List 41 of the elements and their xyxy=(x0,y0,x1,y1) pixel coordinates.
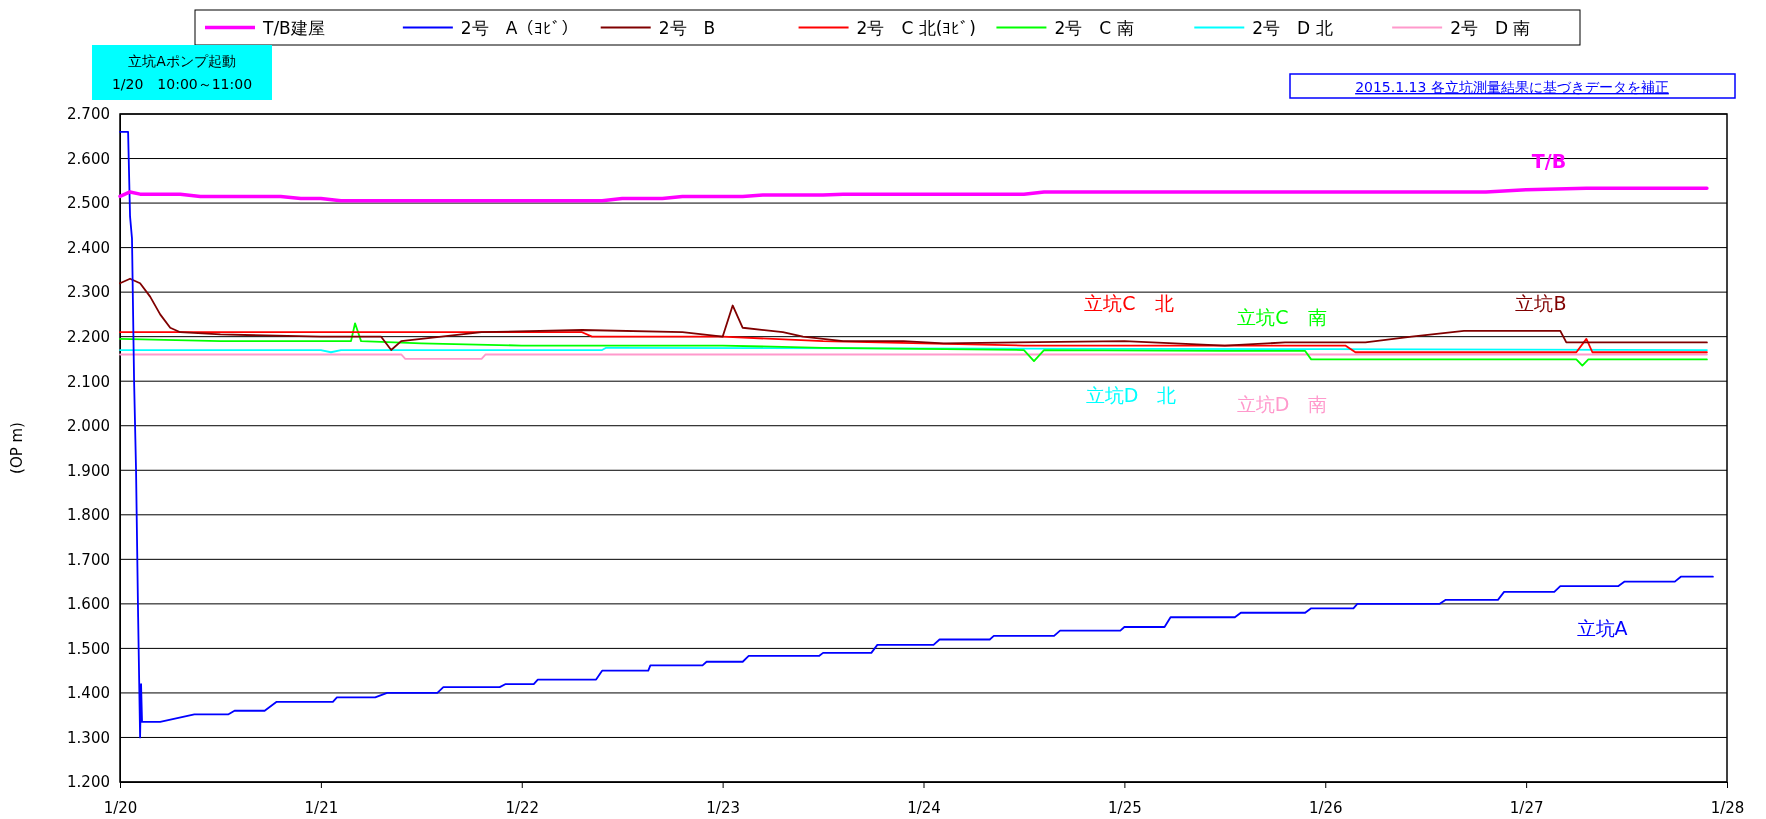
x-tick-label: 1/26 xyxy=(1308,798,1343,817)
y-tick-label: 1.500 xyxy=(67,639,110,658)
legend-label: 2号 B xyxy=(658,17,716,38)
annotation: 立坑A xyxy=(1576,616,1628,639)
legend-label: T/B建屋 xyxy=(262,17,325,38)
y-tick-label: 1.900 xyxy=(67,461,110,480)
y-axis-title: (OP m) xyxy=(8,422,26,474)
legend-label: 2号 C 北(ﾖﾋﾞ) xyxy=(856,17,976,38)
legend-label: 2号 D 南 xyxy=(1450,17,1531,38)
annotation: 立坑C 南 xyxy=(1237,305,1327,328)
annotation: 立坑D 北 xyxy=(1085,383,1177,406)
y-tick-label: 1.200 xyxy=(67,773,110,792)
y-tick-label: 2.300 xyxy=(67,283,110,302)
legend-label: 2号 D 北 xyxy=(1252,17,1333,38)
text: 立坑Aポンプ起動 1/20 10:00～11:00 xyxy=(111,53,253,92)
x-tick-label: 1/22 xyxy=(505,798,540,817)
text: 2015.1.13 各立坑測量結果に基づきデータを補正 xyxy=(1355,79,1669,95)
x-tick-label: 1/20 xyxy=(103,798,138,817)
y-tick-label: 1.400 xyxy=(67,684,110,703)
x-tick-label: 1/21 xyxy=(304,798,339,817)
x-tick-label: 1/28 xyxy=(1710,798,1745,817)
annotation: 立坑B xyxy=(1515,291,1567,314)
annotation: 立坑C 北 xyxy=(1084,291,1174,314)
y-tick-label: 2.200 xyxy=(67,327,110,346)
legend-label: 2号 C 南 xyxy=(1054,17,1134,38)
y-tick-label: 2.100 xyxy=(67,372,110,391)
x-tick-label: 1/25 xyxy=(1108,798,1142,817)
y-tick-label: 2.000 xyxy=(67,417,110,436)
legend-label: 2号 A（ﾖﾋﾞ） xyxy=(460,17,579,38)
y-tick-label: 1.600 xyxy=(67,595,110,614)
y-tick-label: 2.500 xyxy=(67,194,110,213)
y-tick-label: 2.700 xyxy=(67,105,110,124)
annotation: 立坑D 南 xyxy=(1236,392,1328,415)
y-tick-label: 2.400 xyxy=(67,238,110,257)
x-tick-label: 1/27 xyxy=(1509,798,1544,817)
x-tick-label: 1/24 xyxy=(907,798,941,817)
y-tick-label: 2.600 xyxy=(67,149,110,168)
x-tick-label: 1/23 xyxy=(706,798,740,817)
y-tick-label: 1.700 xyxy=(67,550,110,569)
y-tick-label: 1.300 xyxy=(67,728,110,747)
y-tick-label: 1.800 xyxy=(67,506,110,525)
